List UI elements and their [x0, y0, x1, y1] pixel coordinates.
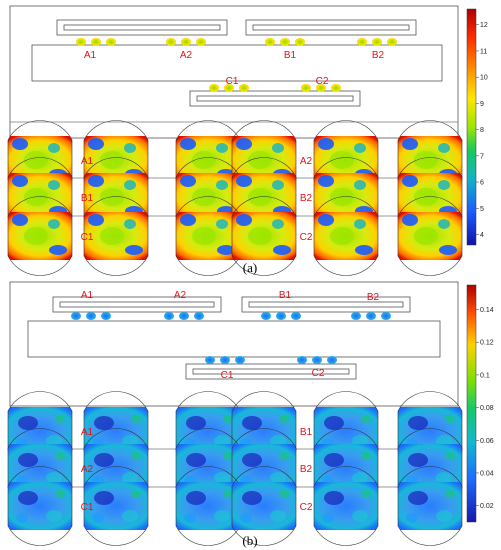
- colorbar-tick-label: 8: [480, 127, 484, 134]
- solder-balls-bottom-a: [209, 84, 341, 92]
- contour-ball: [313, 466, 379, 546]
- label-b2: B2: [372, 50, 385, 61]
- colorbar-tick-label: 9: [480, 101, 484, 108]
- ball-row-label: B2: [300, 193, 313, 204]
- outer-frame: [9, 5, 459, 139]
- caption-a: (a): [243, 260, 257, 275]
- contour-ball: [397, 196, 463, 276]
- contour-ball: [83, 196, 149, 276]
- ball-row-label: A2: [81, 464, 94, 475]
- label-b-c2: C2: [312, 368, 325, 379]
- colorbar-tick-label: 7: [480, 153, 484, 160]
- label-c1: C1: [226, 76, 239, 87]
- colorbar-tick-label: 0.14: [480, 307, 494, 314]
- label-b1: B1: [284, 50, 297, 61]
- label-a1: A1: [84, 50, 97, 61]
- solder-balls-bottom-b: [205, 356, 337, 364]
- label-c2: C2: [316, 76, 329, 87]
- label-b-c1: C1: [221, 370, 234, 381]
- schematic-a: A1 A2 B1 B2 C1 C2: [9, 5, 459, 139]
- label-a2: A2: [180, 50, 193, 61]
- label-b-a2: A2: [174, 290, 187, 301]
- contour-ball: [175, 196, 241, 276]
- colorbar-tick-label: 6: [480, 180, 484, 187]
- outer-frame-b: [9, 281, 459, 407]
- solder-balls-top-b: [71, 312, 391, 320]
- label-b-a1: A1: [81, 290, 94, 301]
- ball-row-label: A1: [81, 156, 94, 167]
- colorbar-tick-label: 0.1: [480, 372, 490, 379]
- contour-ball: [313, 196, 379, 276]
- caption-b: (b): [242, 533, 257, 548]
- ball-row-label: C2: [300, 502, 313, 513]
- contour-ball: [231, 466, 297, 546]
- colorbar-tick-label: 5: [480, 206, 484, 213]
- schematic-b: A1 A2 B1 B2 C1 C2: [9, 281, 459, 407]
- colorbar-tick-label: 0.04: [480, 470, 494, 477]
- colorbar-tick-label: 0.12: [480, 340, 494, 347]
- contour-ball: [231, 196, 297, 276]
- ball-row-label: B1: [300, 427, 313, 438]
- ball-row-label: C1: [81, 502, 94, 513]
- label-b-b2: B2: [367, 292, 380, 303]
- contour-grid-a: A1 A2 B1 B2 C1 C2: [7, 120, 463, 276]
- label-b-b1: B1: [279, 290, 292, 301]
- colorbar-tick-label: 10: [480, 75, 488, 82]
- ball-row-label: A2: [300, 156, 313, 167]
- ball-row-label: A1: [81, 427, 94, 438]
- colorbar-tick-label: 12: [480, 22, 488, 29]
- ball-row-label: B1: [81, 193, 94, 204]
- ball-row-label: C2: [300, 232, 313, 243]
- colorbar-tick-label: 4: [480, 232, 484, 239]
- colorbar-tick-label: 11: [480, 48, 487, 55]
- colorbar-tick-label: 0.06: [480, 438, 494, 445]
- contour-ball: [397, 466, 463, 546]
- ball-row-label: B2: [300, 464, 313, 475]
- ball-row-label: C1: [81, 232, 94, 243]
- colorbar-tick-label: 0.02: [480, 503, 494, 510]
- contour-ball: [7, 196, 73, 276]
- contour-ball: [175, 466, 241, 546]
- solder-balls-top-a: [76, 38, 397, 46]
- contour-grid-b: A1 B1 A2 B2 C1 C2: [7, 391, 463, 546]
- contour-ball: [83, 466, 149, 546]
- colorbar-a: 12 11 10 9 8 7 6 5 4: [466, 8, 488, 246]
- figure-a-panel: A1 A2 B1 B2 C1 C2 A1 A2 B1 B2 C1 C2 12 11 10 9 8 7…: [7, 5, 488, 276]
- colorbar-b: 0.14 0.12 0.1 0.08 0.06 0.04 0.02: [466, 284, 494, 523]
- colorbar-tick-label: 0.08: [480, 405, 494, 412]
- contour-ball: [7, 466, 73, 546]
